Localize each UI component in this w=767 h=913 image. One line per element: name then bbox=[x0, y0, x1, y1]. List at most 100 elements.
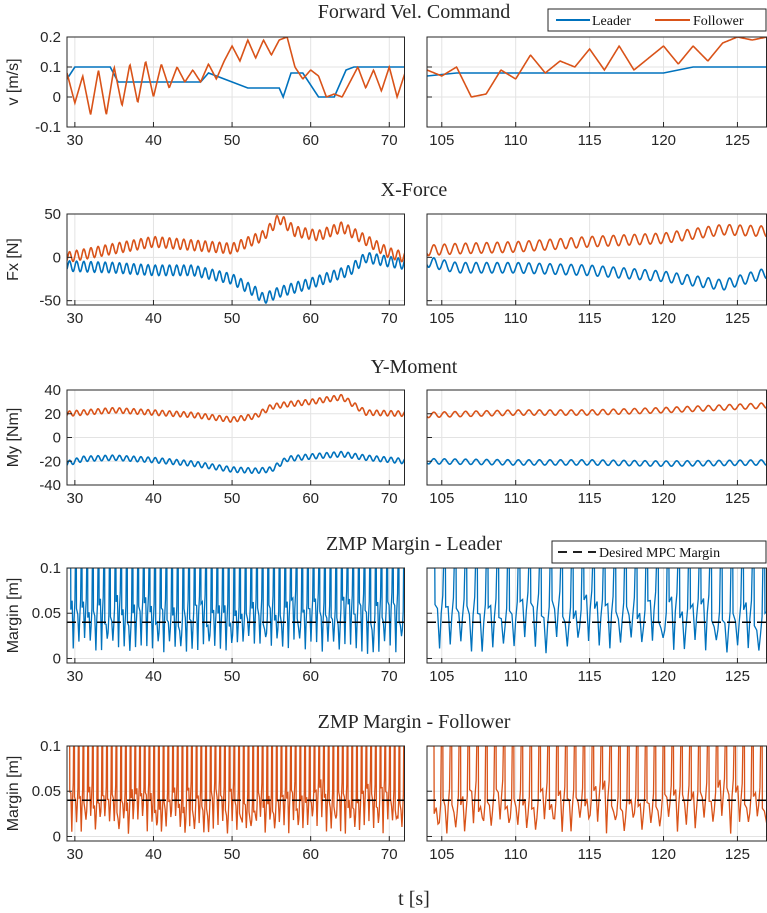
panel-title-zmp_follower: ZMP Margin - Follower bbox=[318, 711, 511, 733]
panel-zmp_follower: ZMP Margin - Follower Margin [m] 30 40 50 60 7… bbox=[5, 711, 767, 863]
x-tick-label: 110 bbox=[504, 668, 528, 685]
axes-vel-left: 30 40 50 60 70 -0.1 0 0.1 0.2 bbox=[35, 29, 405, 149]
series-line-follower-fx-left bbox=[67, 214, 405, 263]
x-tick-label: 60 bbox=[302, 668, 319, 685]
grid-fx-right bbox=[427, 213, 767, 305]
y-tick-label: 0.1 bbox=[40, 59, 61, 76]
y-tick-label: -0.1 bbox=[35, 119, 61, 136]
y-tick-label: 20 bbox=[44, 406, 61, 423]
x-tick-label: 40 bbox=[145, 668, 162, 685]
x-tick-label: 115 bbox=[578, 132, 602, 149]
x-tick-label: 40 bbox=[145, 310, 162, 327]
legend-label-desired: Desired MPC Margin bbox=[599, 546, 720, 561]
x-tick-label: 60 bbox=[302, 310, 319, 327]
y-tick-label: 50 bbox=[44, 206, 61, 223]
y-axis-label-my: My [Nm] bbox=[5, 408, 22, 468]
x-axis-label: t [s] bbox=[398, 888, 430, 910]
x-tick-label: 105 bbox=[429, 310, 454, 327]
y-axis-label-zmp_leader: Margin [m] bbox=[5, 578, 22, 654]
y-axis-label-vel: v [m/s] bbox=[5, 58, 22, 105]
x-tick-label: 125 bbox=[725, 668, 750, 685]
y-axis-label-fx: Fx [N] bbox=[5, 238, 22, 281]
x-tick-label: 125 bbox=[725, 310, 750, 327]
data-fx-right bbox=[427, 223, 767, 291]
panel-zmp_leader: ZMP Margin - Leader Margin [m] 30 40 50 60 70 0… bbox=[5, 533, 767, 685]
y-tick-label: 0.1 bbox=[40, 560, 61, 577]
data-my-left bbox=[67, 393, 405, 474]
x-tick-label: 115 bbox=[578, 310, 602, 327]
x-tick-label: 110 bbox=[504, 310, 528, 327]
y-tick-label: 0 bbox=[53, 828, 61, 845]
x-tick-label: 30 bbox=[67, 132, 84, 149]
panel-fx: X-Force Fx [N] 30 40 50 60 70 -50 0 50 105 110 115 12… bbox=[5, 179, 767, 327]
legend-box bbox=[551, 540, 767, 564]
x-tick-label: 70 bbox=[381, 132, 398, 149]
panel-title-my: Y-Moment bbox=[371, 356, 458, 378]
x-tick-label: 105 bbox=[429, 668, 454, 685]
panels-layer: Forward Vel. Command v [m/s] 30 40 50 60 70 -0.… bbox=[5, 1, 767, 863]
y-tick-label: -40 bbox=[39, 477, 61, 494]
x-tick-label: 120 bbox=[651, 132, 676, 149]
series-line-leader-zmp_leader-left bbox=[67, 568, 405, 654]
axes-zmp_leader-right: 105 110 115 120 125 bbox=[426, 567, 767, 685]
x-tick-label: 120 bbox=[651, 310, 676, 327]
y-tick-label: 40 bbox=[44, 382, 61, 399]
axes-frame bbox=[426, 213, 767, 306]
panel-vel: Forward Vel. Command v [m/s] 30 40 50 60 70 -0.… bbox=[5, 1, 767, 149]
axes-fx-left: 30 40 50 60 70 -50 0 50 bbox=[39, 206, 405, 327]
x-tick-label: 30 bbox=[67, 846, 84, 863]
y-tick-label: 0.05 bbox=[32, 783, 61, 800]
x-tick-label: 40 bbox=[145, 132, 162, 149]
x-tick-label: 50 bbox=[224, 310, 241, 327]
x-tick-label: 40 bbox=[145, 490, 162, 507]
x-tick-label: 70 bbox=[381, 668, 398, 685]
y-tick-label: -50 bbox=[39, 293, 61, 310]
axes-frame bbox=[66, 213, 405, 306]
panel-title-vel: Forward Vel. Command bbox=[318, 1, 510, 23]
data-fx-left bbox=[67, 214, 405, 305]
data-zmp_follower-left bbox=[67, 746, 405, 834]
axes-my-right: 105 110 115 120 125 bbox=[426, 389, 767, 507]
x-tick-label: 50 bbox=[224, 490, 241, 507]
x-tick-label: 105 bbox=[429, 132, 454, 149]
data-vel-left bbox=[67, 37, 405, 115]
panel-title-fx: X-Force bbox=[381, 179, 448, 201]
series-line-leader-fx-right bbox=[427, 256, 767, 291]
x-tick-label: 120 bbox=[651, 846, 676, 863]
grid-my-right bbox=[427, 389, 767, 486]
x-tick-label: 115 bbox=[578, 490, 602, 507]
axes-frame bbox=[66, 745, 405, 842]
x-tick-label: 70 bbox=[381, 310, 398, 327]
series-line-leader-zmp_leader-right bbox=[427, 568, 767, 654]
y-tick-label: 0.05 bbox=[32, 605, 61, 622]
grid-fx-left bbox=[67, 213, 405, 305]
series-line-follower-my-left bbox=[67, 393, 405, 423]
axes-frame bbox=[66, 567, 405, 664]
y-tick-label: 0.1 bbox=[40, 738, 61, 755]
legend-label-follower: Follower bbox=[693, 14, 744, 29]
x-tick-label: 120 bbox=[651, 668, 676, 685]
x-tick-label: 125 bbox=[725, 846, 750, 863]
series-line-leader-vel-right bbox=[427, 66, 767, 77]
x-tick-label: 110 bbox=[504, 132, 528, 149]
legend-label-leader: Leader bbox=[592, 14, 631, 29]
x-tick-label: 30 bbox=[67, 490, 84, 507]
y-tick-label: 0 bbox=[53, 249, 61, 266]
x-tick-label: 110 bbox=[504, 490, 528, 507]
y-tick-label: 0.2 bbox=[40, 29, 61, 46]
x-tick-label: 70 bbox=[381, 846, 398, 863]
axes-zmp_follower-left: 30 40 50 60 70 0 0.05 0.1 bbox=[32, 738, 405, 863]
axes-frame bbox=[66, 36, 405, 128]
axes-my-left: 30 40 50 60 70 -40 -20 0 20 40 bbox=[39, 382, 405, 507]
y-tick-label: 0 bbox=[53, 89, 61, 106]
series-line-follower-my-right bbox=[427, 402, 767, 419]
x-tick-label: 120 bbox=[651, 490, 676, 507]
axes-zmp_leader-left: 30 40 50 60 70 0 0.05 0.1 bbox=[32, 560, 405, 685]
x-tick-label: 50 bbox=[224, 668, 241, 685]
x-tick-label: 125 bbox=[725, 132, 750, 149]
data-my-right bbox=[427, 402, 767, 467]
series-line-follower-fx-right bbox=[427, 223, 767, 257]
panel-title-zmp_leader: ZMP Margin - Leader bbox=[326, 533, 502, 555]
series-line-follower-vel-right bbox=[427, 37, 767, 98]
